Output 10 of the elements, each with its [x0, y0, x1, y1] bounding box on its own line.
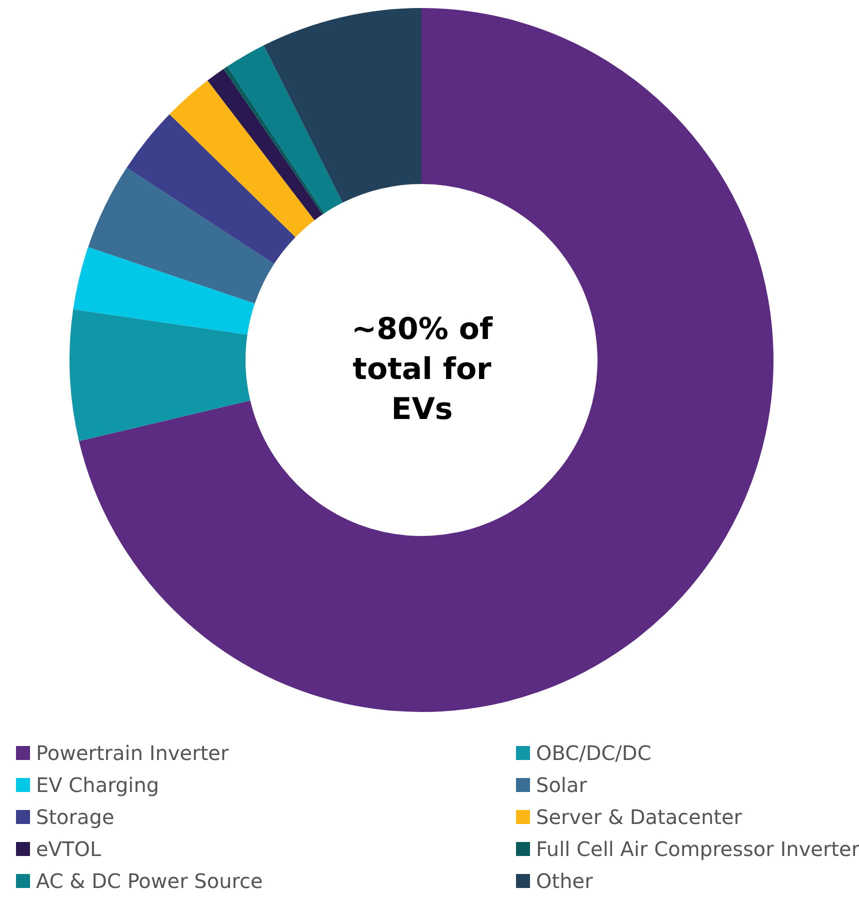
legend-label: eVTOL [36, 837, 102, 861]
legend-label: Powertrain Inverter [36, 741, 229, 765]
legend-label: Solar [536, 773, 587, 797]
legend-label: OBC/DC/DC [536, 741, 652, 765]
legend-label: Server & Datacenter [536, 805, 742, 829]
legend-label: Other [536, 869, 593, 893]
legend-label: EV Charging [36, 773, 160, 797]
legend-label: AC & DC Power Source [36, 869, 263, 893]
text: ~80% of total for EVs [350, 311, 494, 429]
legend-label: Storage [36, 805, 114, 829]
